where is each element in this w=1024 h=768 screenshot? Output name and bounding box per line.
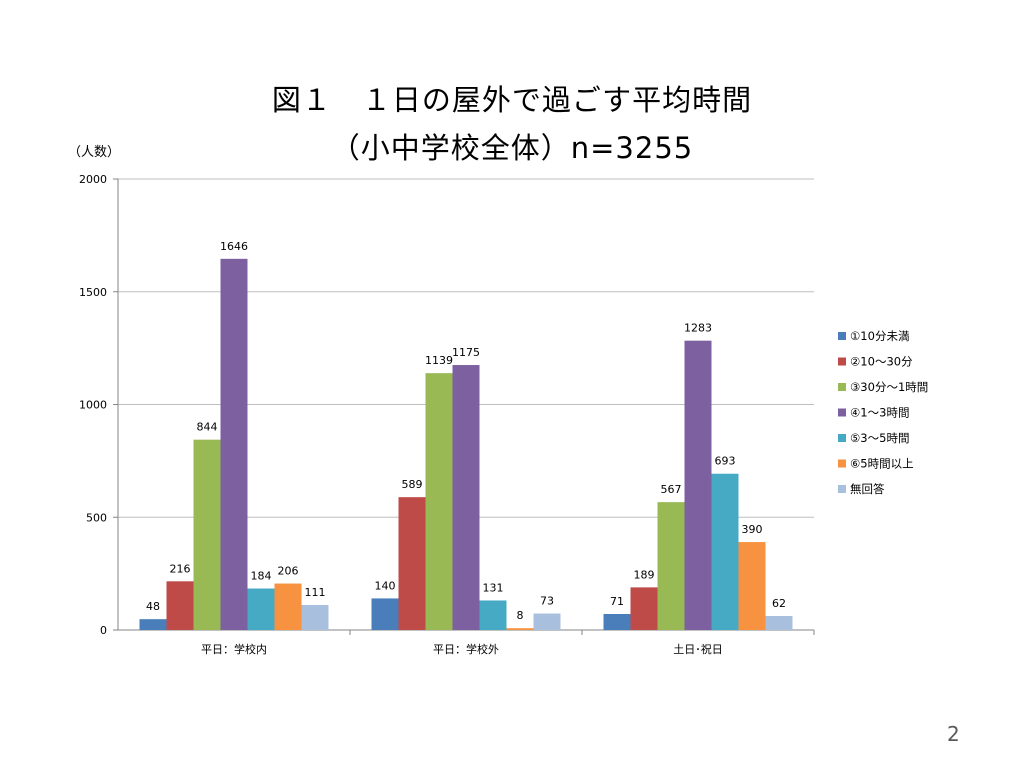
- legend-label: ③30分～1時間: [850, 380, 928, 394]
- legend-label: ⑥5時間以上: [850, 457, 914, 471]
- data-label: 693: [715, 455, 736, 468]
- y-tick-label: 2000: [79, 173, 107, 186]
- data-label: 131: [483, 581, 504, 594]
- bar: [398, 497, 426, 630]
- y-tick-label: 0: [100, 624, 107, 637]
- data-label: 73: [540, 595, 554, 608]
- bar: [765, 616, 793, 630]
- legend-label: ⑤3～5時間: [850, 431, 909, 445]
- data-label: 216: [170, 562, 191, 575]
- y-tick-label: 1000: [79, 399, 107, 412]
- x-category-label: 土日･祝日: [673, 642, 723, 656]
- bar: [506, 628, 534, 630]
- y-tick-label: 1500: [79, 286, 107, 299]
- data-label: 8: [517, 609, 524, 622]
- legend-swatch: [838, 383, 846, 391]
- data-label: 62: [772, 597, 786, 610]
- data-label: 1175: [452, 346, 480, 359]
- bar: [630, 587, 658, 630]
- y-tick-label: 500: [86, 511, 107, 524]
- data-label: 567: [661, 483, 682, 496]
- legend-swatch: [838, 357, 846, 366]
- data-label: 71: [610, 595, 624, 608]
- data-label: 1646: [220, 240, 248, 253]
- bars: [139, 258, 793, 630]
- legend: ①10分未満 ②10～30分 ③30分～1時間 ④1～3時間 ⑤3～5時間 ⑥5時間以上無…: [838, 329, 928, 496]
- bar: [452, 365, 480, 630]
- bar: [274, 583, 302, 630]
- legend-label: 無回答: [850, 482, 885, 496]
- bar: [479, 600, 507, 630]
- data-label: 184: [251, 570, 272, 583]
- bar: [247, 588, 275, 630]
- bar: [166, 581, 194, 630]
- data-label: 189: [634, 568, 655, 581]
- legend-label: ④1～3時間: [850, 406, 909, 420]
- x-category-label: 平日：学校内: [201, 642, 267, 656]
- x-category-label: 平日：学校外: [433, 642, 499, 656]
- data-label: 206: [278, 565, 299, 578]
- data-label: 589: [402, 478, 423, 491]
- bar: [711, 473, 739, 630]
- bar: [738, 542, 766, 630]
- legend-swatch: [838, 408, 846, 417]
- y-axis-label: （人数）: [68, 145, 121, 160]
- legend-label: ②10～30分: [850, 355, 913, 369]
- bar: [193, 439, 221, 630]
- data-label: 844: [197, 421, 218, 434]
- legend-swatch: [838, 485, 846, 493]
- bar: [425, 373, 453, 630]
- bar: [603, 613, 631, 630]
- data-label: 140: [375, 579, 396, 592]
- chart-subtitle: （小中学校全体）n=3255: [330, 131, 694, 165]
- data-label: 1139: [425, 354, 453, 367]
- data-label: 111: [305, 586, 326, 599]
- data-label: 48: [146, 600, 160, 613]
- data-label: 1283: [684, 322, 712, 335]
- data-label: 390: [742, 523, 763, 536]
- page-number: 2: [947, 722, 960, 746]
- legend-swatch: [838, 459, 846, 468]
- legend-swatch: [838, 332, 846, 340]
- bar: [139, 619, 167, 630]
- bar: [657, 502, 685, 630]
- bar: [684, 340, 712, 630]
- bar: [533, 613, 561, 630]
- legend-label: ①10分未満: [850, 329, 909, 343]
- bar: [301, 604, 329, 630]
- legend-swatch: [838, 434, 846, 442]
- chart-title: 図１ １日の屋外で過ごす平均時間: [271, 83, 753, 117]
- bar: [371, 598, 399, 630]
- bar: [220, 258, 248, 630]
